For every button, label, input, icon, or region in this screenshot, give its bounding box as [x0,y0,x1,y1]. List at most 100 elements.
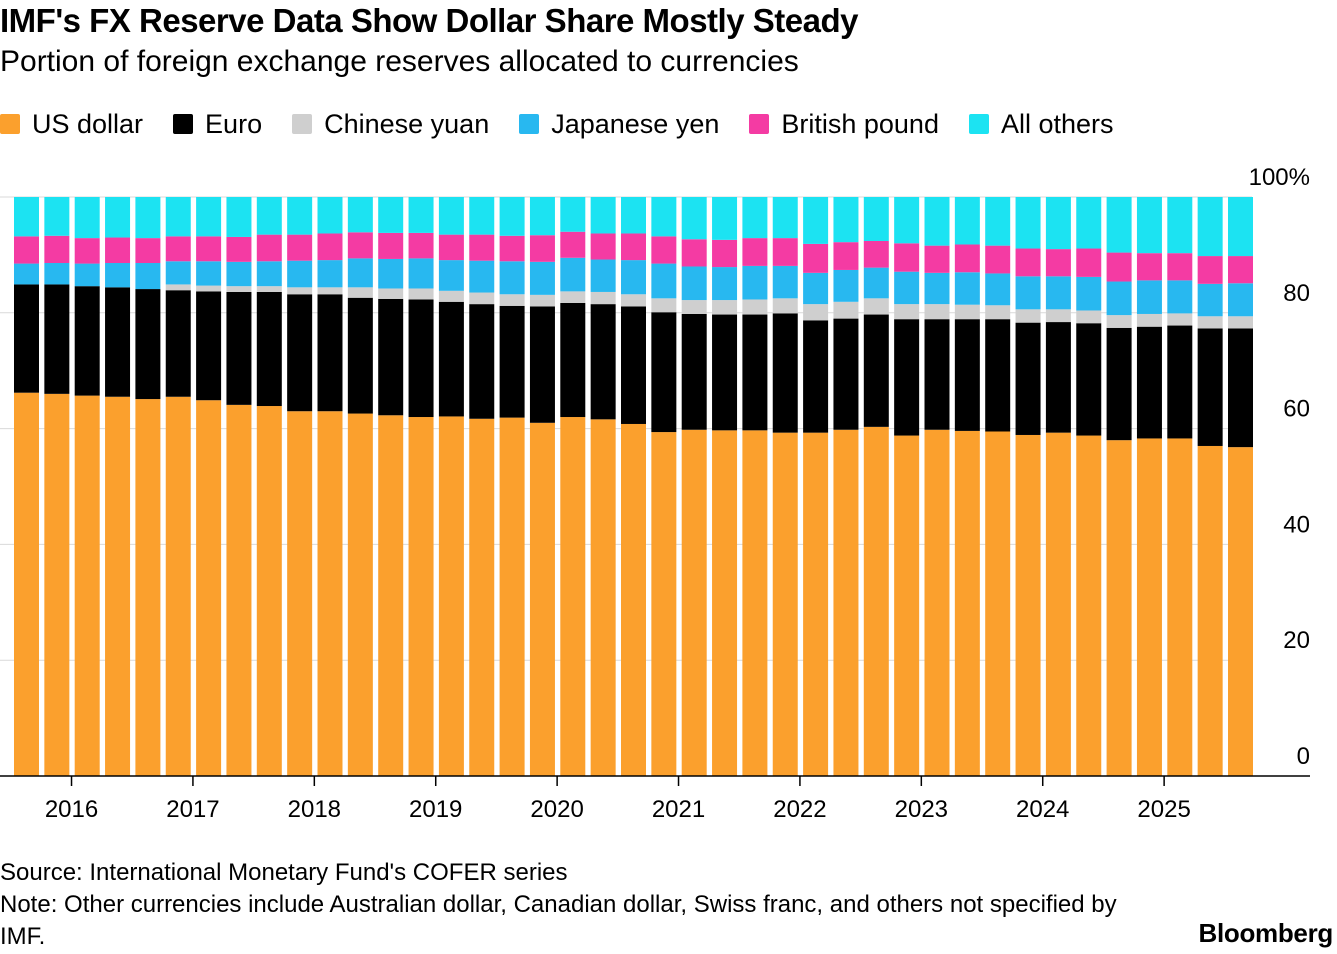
bar-all-others-2019Q1 [438,197,464,235]
x-tick-label: 2017 [166,796,219,823]
bar-british-pound-2021Q3 [742,238,768,266]
bar-us-dollar-2023Q3 [985,431,1011,776]
bar-british-pound-2015Q3 [14,236,39,264]
bar-all-others-2017Q3 [256,197,282,235]
bar-chinese-yuan-2017Q3 [256,286,282,292]
bar-us-dollar-2022Q4 [894,435,920,776]
bar-all-others-2017Q1 [196,197,222,237]
bar-euro-2019Q3 [499,305,525,418]
bar-japanese-yen-2022Q1 [803,272,829,305]
bar-japanese-yen-2017Q4 [287,260,313,288]
legend-label-euro: Euro [205,108,263,139]
bar-japanese-yen-2025Q1 [1167,280,1193,314]
bar-us-dollar-2020Q3 [621,423,646,776]
bar-euro-2018Q3 [378,298,404,416]
bar-all-others-2024Q1 [1045,197,1071,250]
bar-all-others-2024Q3 [1106,197,1132,253]
bar-japanese-yen-2016Q1 [74,263,100,287]
y-tick-label: 40 [1283,511,1310,538]
bar-british-pound-2024Q4 [1136,253,1162,281]
bar-chinese-yuan-2022Q3 [863,298,889,315]
bar-all-others-2020Q2 [590,197,616,234]
bar-japanese-yen-2024Q4 [1136,280,1162,314]
bar-chinese-yuan-2021Q4 [772,298,798,314]
bar-chinese-yuan-2023Q1 [924,304,950,320]
bar-chinese-yuan-2019Q4 [529,294,555,307]
legend-label-british-pound: British pound [781,108,939,139]
legend: US dollar Euro Chinese yuan Japanese yen… [0,106,1144,142]
bar-british-pound-2021Q4 [772,238,798,266]
bar-japanese-yen-2019Q1 [438,260,464,291]
bar-all-others-2016Q3 [135,197,161,239]
bar-euro-2023Q2 [954,319,980,431]
legend-item-british-pound[interactable]: British pound [749,109,939,140]
bar-us-dollar-2024Q3 [1106,440,1132,776]
bar-british-pound-2018Q1 [317,233,343,261]
legend-label-all-others: All others [1000,108,1114,139]
bar-all-others-2021Q4 [772,197,798,239]
bar-euro-2016Q1 [74,286,100,396]
bar-british-pound-2021Q1 [681,239,707,267]
bar-euro-2018Q1 [317,294,343,412]
legend-item-chinese-yuan[interactable]: Chinese yuan [292,109,489,140]
bar-british-pound-2017Q2 [226,236,252,262]
bar-british-pound-2024Q1 [1045,249,1071,277]
stacked-bar-chart: 0 20 40 60 80 100% 2016 2017 2018 2019 2020 2021 202… [0,164,1310,823]
bar-euro-2024Q3 [1106,327,1132,441]
bar-all-others-2022Q1 [803,197,829,244]
legend-swatch-chinese-yuan [292,114,313,134]
bar-japanese-yen-2024Q1 [1045,276,1071,310]
bar-us-dollar-2023Q4 [1015,434,1041,776]
bar-japanese-yen-2020Q3 [621,260,646,295]
bars [14,197,1253,776]
bar-us-dollar-2019Q2 [469,418,495,776]
legend-item-all-others[interactable]: All others [968,108,1114,140]
bar-euro-2025Q3 [1228,328,1253,448]
bar-british-pound-2018Q3 [378,232,404,259]
bar-chinese-yuan-2017Q2 [226,286,252,292]
bar-euro-2016Q3 [135,289,161,400]
bar-british-pound-2016Q3 [135,238,161,264]
legend-item-euro[interactable]: Euro [173,109,262,140]
legend-swatch-us-dollar [0,114,20,134]
bar-japanese-yen-2016Q4 [165,261,191,285]
bar-british-pound-2022Q2 [833,242,859,270]
y-tick-label: 80 [1283,280,1310,307]
bar-japanese-yen-2019Q2 [469,260,495,293]
bar-all-others-2016Q2 [105,197,131,238]
bar-euro-2021Q2 [712,314,738,431]
bar-euro-2020Q1 [560,302,586,418]
bar-british-pound-2018Q4 [408,232,434,259]
bar-japanese-yen-2018Q2 [347,258,373,288]
bar-us-dollar-2019Q4 [529,422,555,776]
footnote: Note: Other currencies include Australia… [0,891,1117,950]
bar-japanese-yen-2024Q2 [1076,276,1102,311]
bar-japanese-yen-2020Q2 [590,259,616,292]
bar-chinese-yuan-2025Q2 [1197,316,1223,329]
bar-british-pound-2020Q2 [590,233,616,260]
bar-japanese-yen-2021Q1 [681,266,707,301]
bar-chinese-yuan-2021Q1 [681,300,707,314]
bar-british-pound-2023Q1 [924,245,950,273]
bar-japanese-yen-2022Q3 [863,267,889,299]
bar-british-pound-2016Q4 [165,236,191,262]
legend-swatch-all-others [968,114,989,134]
bar-us-dollar-2025Q3 [1228,447,1253,776]
bar-us-dollar-2018Q3 [378,415,404,776]
x-tick-label: 2019 [409,796,462,823]
bar-euro-2015Q3 [14,284,39,393]
legend-item-japanese-yen[interactable]: Japanese yen [519,109,719,140]
bar-japanese-yen-2023Q3 [985,273,1011,306]
bar-chinese-yuan-2024Q2 [1076,310,1102,324]
legend-item-us-dollar[interactable]: US dollar [0,109,143,140]
bar-japanese-yen-2020Q1 [560,257,586,292]
bar-all-others-2023Q2 [954,197,980,245]
bar-british-pound-2019Q1 [438,234,464,261]
bar-us-dollar-2017Q4 [287,411,313,776]
bar-euro-2015Q4 [44,284,70,394]
bar-british-pound-2024Q2 [1076,248,1102,277]
bar-us-dollar-2024Q2 [1076,435,1102,776]
bar-british-pound-2019Q3 [499,235,525,262]
bar-british-pound-2017Q3 [256,234,282,262]
bar-chinese-yuan-2022Q4 [894,304,920,320]
